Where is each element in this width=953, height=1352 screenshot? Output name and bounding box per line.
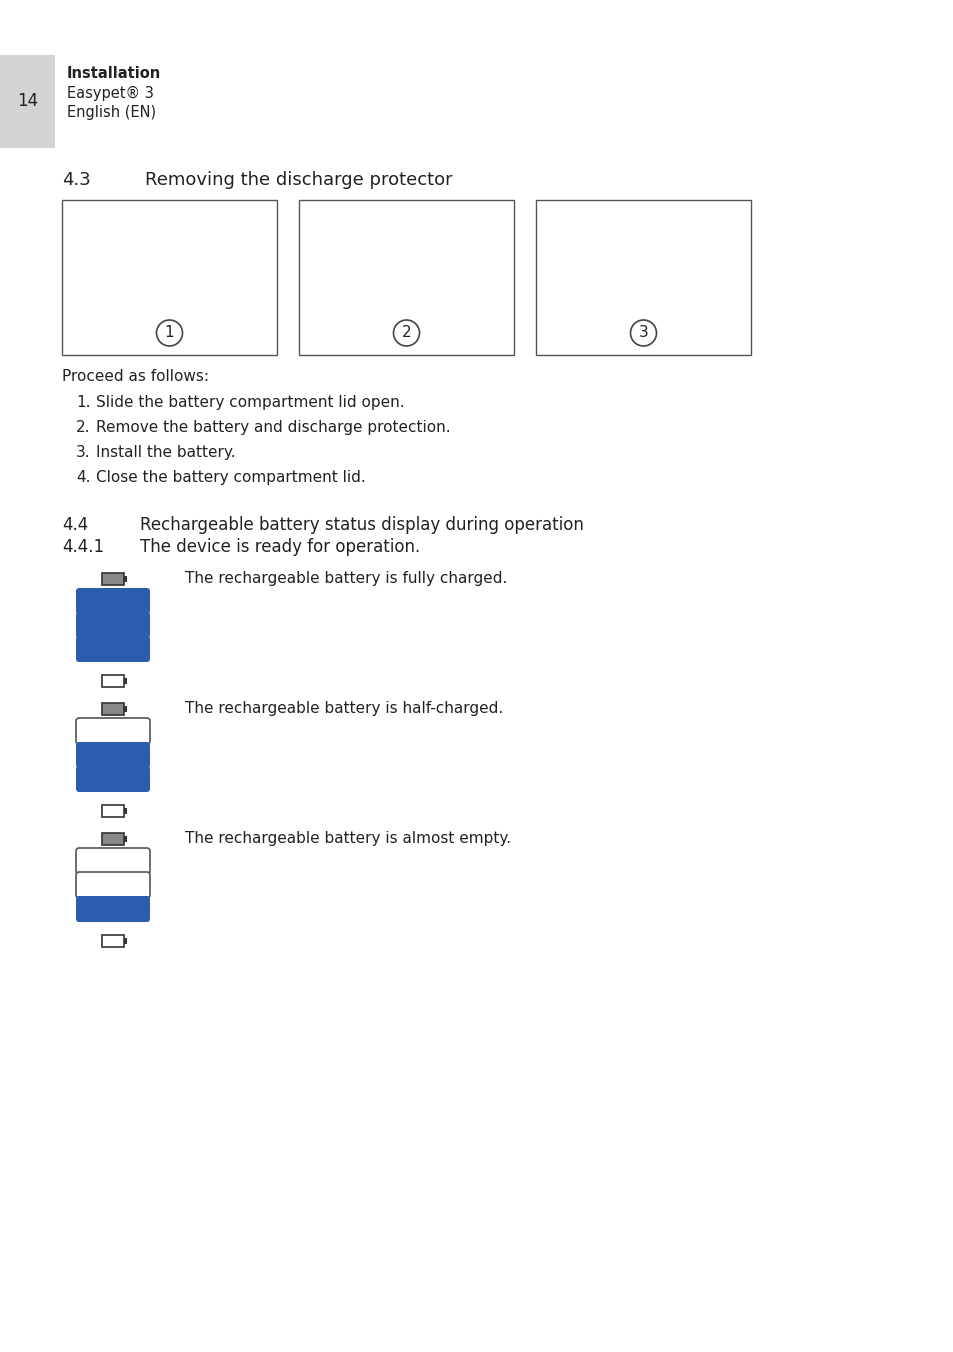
FancyBboxPatch shape [76, 896, 150, 922]
Circle shape [393, 320, 419, 346]
Bar [102, 833, 124, 845]
FancyBboxPatch shape [76, 635, 150, 662]
Bar [102, 804, 124, 817]
Bar [536, 200, 750, 356]
Bar [102, 573, 124, 585]
Text: 3.: 3. [76, 446, 91, 461]
Bar [124, 808, 127, 814]
FancyBboxPatch shape [76, 612, 150, 638]
Text: 3: 3 [638, 326, 648, 341]
Text: 4.: 4. [76, 470, 91, 485]
Text: 2.: 2. [76, 420, 91, 435]
Text: Installation: Installation [67, 65, 161, 81]
Text: The rechargeable battery is half-charged.: The rechargeable battery is half-charged… [185, 702, 503, 717]
Text: The rechargeable battery is almost empty.: The rechargeable battery is almost empty… [185, 831, 511, 846]
Text: Rechargeable battery status display during operation: Rechargeable battery status display duri… [140, 516, 583, 534]
Text: 4.4: 4.4 [62, 516, 89, 534]
FancyBboxPatch shape [76, 718, 150, 744]
Bar [298, 200, 514, 356]
Bar [124, 677, 127, 684]
Bar [124, 576, 127, 581]
Text: English (EN): English (EN) [67, 105, 156, 120]
Text: Easypet® 3: Easypet® 3 [67, 85, 153, 100]
Bar [124, 706, 127, 713]
Text: Proceed as follows:: Proceed as follows: [62, 369, 209, 384]
Text: Remove the battery and discharge protection.: Remove the battery and discharge protect… [96, 420, 450, 435]
Bar [124, 836, 127, 842]
Bar [102, 703, 124, 715]
Circle shape [630, 320, 656, 346]
Bar [62, 200, 276, 356]
Text: 14: 14 [17, 92, 38, 111]
Bar [102, 675, 124, 687]
Text: Close the battery compartment lid.: Close the battery compartment lid. [96, 470, 365, 485]
Text: 4.4.1: 4.4.1 [62, 538, 104, 556]
Text: The rechargeable battery is fully charged.: The rechargeable battery is fully charge… [185, 572, 507, 587]
FancyBboxPatch shape [76, 742, 150, 768]
Text: Removing the discharge protector: Removing the discharge protector [145, 170, 452, 189]
Text: The device is ready for operation.: The device is ready for operation. [140, 538, 420, 556]
Bar [102, 936, 124, 946]
FancyBboxPatch shape [76, 767, 150, 792]
Text: 1.: 1. [76, 396, 91, 411]
Bar [0, 55, 55, 147]
Text: 1: 1 [165, 326, 174, 341]
FancyBboxPatch shape [76, 848, 150, 873]
FancyBboxPatch shape [76, 872, 150, 898]
Circle shape [156, 320, 182, 346]
Text: 4.3: 4.3 [62, 170, 91, 189]
Text: Slide the battery compartment lid open.: Slide the battery compartment lid open. [96, 396, 404, 411]
Text: 2: 2 [401, 326, 411, 341]
Bar [124, 938, 127, 944]
FancyBboxPatch shape [76, 588, 150, 614]
Text: Install the battery.: Install the battery. [96, 446, 235, 461]
